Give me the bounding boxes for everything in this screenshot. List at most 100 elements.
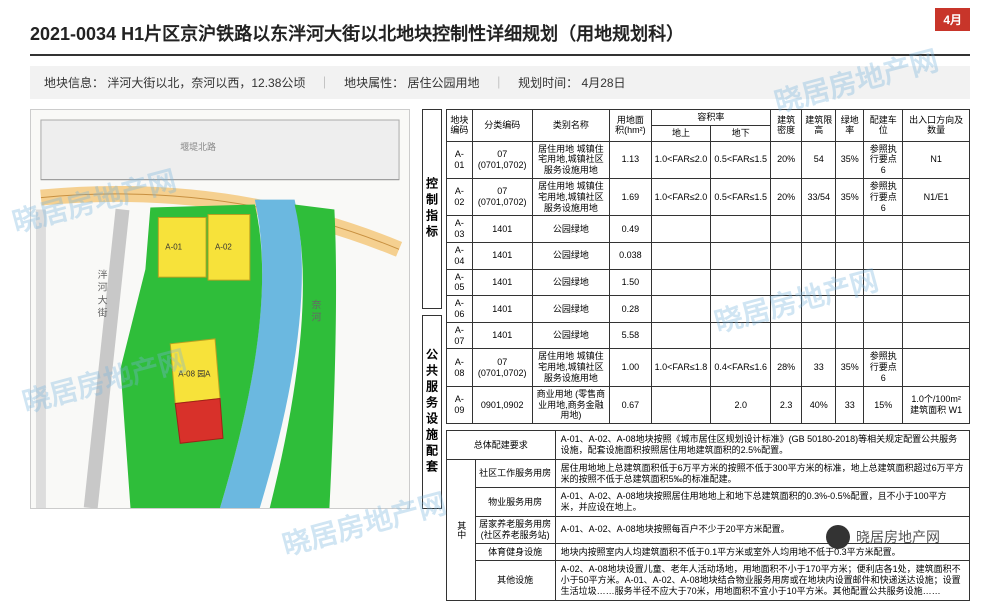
table-cell xyxy=(651,386,711,423)
table-cell: 07 (0701,0702) xyxy=(472,178,532,215)
table-cell: 1.0<FAR≤2.0 xyxy=(651,141,711,178)
table-cell: 1.69 xyxy=(610,178,651,215)
public-service-table: 总体配建要求 A-01、A-02、A-08地块按照《城市居住区规划设计标准》(G… xyxy=(446,430,970,601)
table-cell xyxy=(651,216,711,243)
table-cell: 公园绿地 xyxy=(532,242,610,269)
table-cell xyxy=(903,349,970,386)
table-cell: 居住用地 城镇住宅用地,城镇社区服务设施用地 xyxy=(532,178,610,215)
table-cell: 1401 xyxy=(472,216,532,243)
table-cell: 0.67 xyxy=(610,386,651,423)
table-cell: 28% xyxy=(771,349,802,386)
table-row: A-041401公园绿地0.038 xyxy=(447,242,970,269)
table-cell xyxy=(711,322,771,349)
map-river-label: 奈 河 xyxy=(309,298,321,322)
table-cell xyxy=(903,296,970,323)
table-cell xyxy=(903,242,970,269)
footer-brand-text: 晓居房地产网 xyxy=(856,527,940,547)
table-cell xyxy=(864,242,903,269)
table-cell: A-05 xyxy=(447,269,473,296)
table-cell: 参照执行要点6 xyxy=(864,349,903,386)
table-cell: N1 xyxy=(903,141,970,178)
table-cell: 35% xyxy=(836,141,864,178)
info-time-value: 4月28日 xyxy=(582,76,626,90)
map-road-label: 堰堤北路 xyxy=(180,141,216,152)
table-cell xyxy=(864,296,903,323)
table-cell: 15% xyxy=(864,386,903,423)
table-cell: A-04 xyxy=(447,242,473,269)
control-index-table: 地块编码 分类编码 类别名称 用地面积(hm²) 容积率 建筑密度 建筑限高 绿… xyxy=(446,109,970,424)
map-street-label: 泮 河 大 街 xyxy=(95,268,107,318)
separator: ｜ xyxy=(493,76,505,90)
table-row: A-0807 (0701,0702)居住用地 城镇住宅用地,城镇社区服务设施用地… xyxy=(447,349,970,386)
table-cell: 07 (0701,0702) xyxy=(472,349,532,386)
table-cell xyxy=(903,216,970,243)
table-cell: 33 xyxy=(802,349,836,386)
table-cell xyxy=(802,269,836,296)
map-parcel-label: A-08 园A xyxy=(178,370,211,379)
table-cell: 0.038 xyxy=(610,242,651,269)
th: 地块编码 xyxy=(447,110,473,142)
table-cell xyxy=(864,216,903,243)
table-cell xyxy=(771,296,802,323)
table-cell: 1401 xyxy=(472,242,532,269)
table-cell: A-01 xyxy=(447,141,473,178)
table-cell: 0.49 xyxy=(610,216,651,243)
table-cell: A-06 xyxy=(447,296,473,323)
table-row: A-0107 (0701,0702)居住用地 城镇住宅用地,城镇社区服务设施用地… xyxy=(447,141,970,178)
tbl2-item-name: 其他设施 xyxy=(475,561,555,600)
table-cell xyxy=(771,242,802,269)
table-cell: 33 xyxy=(836,386,864,423)
info-time-label: 规划时间： xyxy=(518,76,578,90)
table-cell: 1.0<FAR≤2.0 xyxy=(651,178,711,215)
table-cell xyxy=(836,269,864,296)
table-cell: 07 (0701,0702) xyxy=(472,141,532,178)
table-cell: 2.3 xyxy=(771,386,802,423)
table-cell: 1.0个/100m² 建筑面积 W1 xyxy=(903,386,970,423)
map-parcel-label: A-02 xyxy=(215,242,232,251)
table-cell xyxy=(836,242,864,269)
th: 地上 xyxy=(651,125,711,141)
table-cell: 公园绿地 xyxy=(532,216,610,243)
table-cell xyxy=(802,296,836,323)
table-cell xyxy=(802,242,836,269)
table-cell: A-03 xyxy=(447,216,473,243)
tbl2-item-name: 体育健身设施 xyxy=(475,543,555,561)
info-attr-label: 地块属性： xyxy=(344,76,404,90)
table-row: 物业服务用房A-01、A-02、A-08地块按照居住用地地上和地下总建筑面积的0… xyxy=(447,488,970,517)
tbl2-item-desc: A-02、A-08地块设置儿童、老年人活动场地，用地面积不小于170平方米；便利… xyxy=(555,561,969,600)
table-cell: A-07 xyxy=(447,322,473,349)
table-cell: 0.5<FAR≤1.5 xyxy=(711,141,771,178)
table-cell: 0901,0902 xyxy=(472,386,532,423)
tbl2-item-desc: A-01、A-02、A-08地块按照居住用地地上和地下总建筑面积的0.3%-0.… xyxy=(555,488,969,517)
info-attr-value: 居住公园用地 xyxy=(407,76,479,90)
table-cell xyxy=(771,216,802,243)
tbl2-side-label: 其中 xyxy=(447,459,476,600)
table-row: A-051401公园绿地1.50 xyxy=(447,269,970,296)
th: 地下 xyxy=(711,125,771,141)
table-cell xyxy=(836,216,864,243)
th: 绿地率 xyxy=(836,110,864,142)
table-cell: 20% xyxy=(771,141,802,178)
table-cell: 商业用地 (零售商业用地,商务金融用地) xyxy=(532,386,610,423)
planning-map: 堰堤北路 A-01 A-02 A-08 园A 泮 xyxy=(30,109,410,509)
table-cell: A-02 xyxy=(447,178,473,215)
info-block-label: 地块信息： xyxy=(44,76,104,90)
info-block-value: 泮河大街以北，奈河以西，12.38公顷 xyxy=(107,76,305,90)
th: 用地面积(hm²) xyxy=(610,110,651,142)
section-label-service: 公共服务设施配套 xyxy=(422,315,442,509)
table-cell: 54 xyxy=(802,141,836,178)
table-cell: 35% xyxy=(836,349,864,386)
th: 容积率 xyxy=(651,110,770,126)
month-badge: 4月 xyxy=(935,8,970,31)
table-cell: 35% xyxy=(836,178,864,215)
table-cell: 参照执行要点6 xyxy=(864,178,903,215)
table-cell: 33/54 xyxy=(802,178,836,215)
th: 建筑密度 xyxy=(771,110,802,142)
th: 分类编码 xyxy=(472,110,532,142)
table-cell xyxy=(711,296,771,323)
table-cell: 0.28 xyxy=(610,296,651,323)
tbl2-item-desc: 居住用地地上总建筑面积低于6万平方米的按照不低于300平方米的标准，地上总建筑面… xyxy=(555,459,969,488)
table-cell xyxy=(651,269,711,296)
table-cell: A-09 xyxy=(447,386,473,423)
tbl2-head-label: 总体配建要求 xyxy=(447,431,556,460)
